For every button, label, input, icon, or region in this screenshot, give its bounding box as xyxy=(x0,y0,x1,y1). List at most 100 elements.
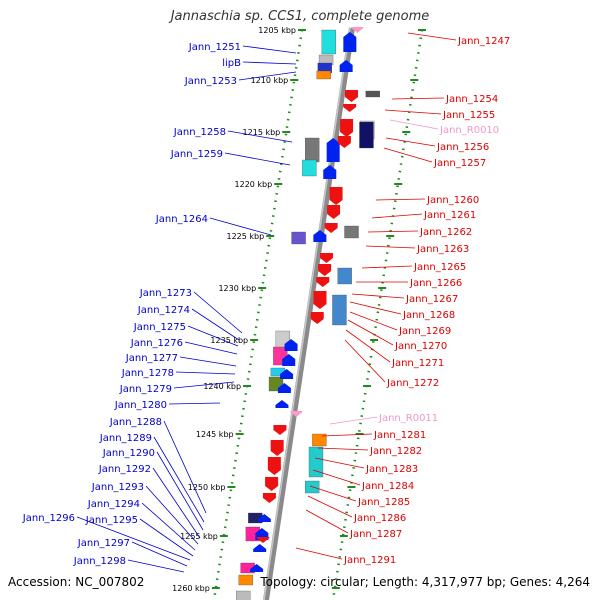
leader-line xyxy=(385,137,436,147)
gene-label-right: Jann_1256 xyxy=(436,142,489,153)
forward-gene-arrow xyxy=(275,400,289,408)
leader-line xyxy=(383,147,433,163)
left-track-guide xyxy=(212,29,304,600)
leader-line xyxy=(242,45,297,54)
reverse-gene-arrow xyxy=(262,493,276,503)
reverse-gene-arrow xyxy=(290,411,303,417)
forward-gene-arrow xyxy=(313,230,327,242)
reverse-gene-arrow xyxy=(313,291,327,309)
gene-label-right: Jann_1247 xyxy=(457,36,510,47)
leader-line xyxy=(152,467,201,539)
leader-line xyxy=(317,447,369,451)
leader-line xyxy=(187,325,239,347)
reverse-gene-arrow xyxy=(327,205,341,219)
gene-box xyxy=(236,590,251,600)
leader-line xyxy=(168,402,221,405)
right-track-guide xyxy=(331,29,424,600)
leader-line xyxy=(139,518,194,557)
gene-label-right: Jann_1263 xyxy=(416,244,469,255)
leader-line xyxy=(227,130,293,143)
forward-gene-arrow xyxy=(323,165,337,179)
kbp-label: 1225 kbp xyxy=(226,232,264,241)
forward-gene-arrow xyxy=(250,564,264,572)
gene-label-right: Jann_1281 xyxy=(373,430,426,441)
leader-line xyxy=(153,436,205,523)
kbp-label: 1220 kbp xyxy=(235,180,273,189)
leader-line xyxy=(173,381,235,389)
kbp-label: 1215 kbp xyxy=(243,128,281,137)
leader-line xyxy=(242,61,297,65)
gene-label-right: Jann_1265 xyxy=(413,262,466,273)
gene-label-right: Jann_1271 xyxy=(391,358,444,369)
reverse-gene-arrow xyxy=(273,425,287,435)
leader-line xyxy=(145,485,199,545)
accession-text: Accession: NC_007802 xyxy=(8,575,145,589)
leader-line xyxy=(209,217,272,236)
kbp-label: 1235 kbp xyxy=(210,336,248,345)
forward-gene-arrow xyxy=(277,383,291,393)
leader-line xyxy=(295,547,343,560)
reverse-gene-arrow xyxy=(318,264,332,276)
leader-line xyxy=(184,341,238,355)
gene-label-left: Jann_1289 xyxy=(99,433,152,444)
leader-line xyxy=(345,329,391,363)
leader-line xyxy=(131,541,188,567)
reverse-gene-arrow xyxy=(270,440,284,456)
leader-line xyxy=(238,71,297,81)
gene-box xyxy=(305,137,320,163)
kbp-label: 1210 kbp xyxy=(251,76,289,85)
leader-line xyxy=(407,32,457,41)
forward-gene-arrow xyxy=(280,369,294,379)
kbp-label: 1260 kbp xyxy=(172,584,210,593)
gene-label-left: Jann_1296 xyxy=(22,513,75,524)
leader-line xyxy=(367,230,419,233)
gene-label-right: Jann_1262 xyxy=(419,227,472,238)
leader-line xyxy=(309,485,357,502)
gene-label-right: Jann_1260 xyxy=(426,195,479,206)
reverse-gene-arrow xyxy=(343,104,357,112)
gene-label-left: Jann_1274 xyxy=(137,305,190,316)
leader-line xyxy=(349,311,398,331)
gene-box xyxy=(238,574,253,586)
gene-label-left: Jann_1295 xyxy=(85,515,138,526)
reverse-gene-arrow xyxy=(310,312,324,324)
rna-label-right: Jann_R0010 xyxy=(439,125,499,136)
forward-gene-arrow xyxy=(343,32,357,52)
gene-label-right: Jann_1282 xyxy=(369,446,422,457)
gene-label-right: Jann_1269 xyxy=(398,326,451,337)
gene-box xyxy=(312,433,327,447)
gene-label-left: Jann_1273 xyxy=(139,288,192,299)
gene-label-right: Jann_1283 xyxy=(365,464,418,475)
gene-box xyxy=(308,446,324,478)
reverse-gene-arrow xyxy=(345,90,359,102)
gene-label-right: Jann_1255 xyxy=(442,110,495,121)
leader-line xyxy=(305,509,349,534)
gene-label-left: Jann_1279 xyxy=(119,384,172,395)
leader-line xyxy=(312,469,361,486)
gene-label-left: Jann_1258 xyxy=(173,127,226,138)
gene-label-right: Jann_1270 xyxy=(394,341,447,352)
forward-gene-arrow xyxy=(326,138,340,162)
forward-gene-arrow xyxy=(257,514,271,522)
kbp-ticks xyxy=(211,29,426,589)
gene-label-left: Jann_1280 xyxy=(114,400,167,411)
leader-line xyxy=(361,265,413,269)
gene-label-right: Jann_1254 xyxy=(445,94,498,105)
genome-backbone-highlight xyxy=(263,27,351,600)
gene-box xyxy=(365,90,380,98)
gene-label-left: lipB xyxy=(222,58,241,69)
gene-box xyxy=(344,225,359,239)
leader-line xyxy=(321,433,373,437)
gene-label-right: Jann_1286 xyxy=(353,513,406,524)
gene-label-left: Jann_1298 xyxy=(73,556,126,567)
gene-label-right: Jann_1291 xyxy=(343,555,396,566)
gene-label-left: Jann_1290 xyxy=(102,448,155,459)
leader-line xyxy=(76,516,191,561)
kbp-label: 1205 kbp xyxy=(258,26,296,35)
leader-line xyxy=(349,301,402,315)
leader-line xyxy=(163,420,207,514)
leader-line xyxy=(141,502,196,551)
leader-line xyxy=(179,356,237,367)
gene-label-right: Jann_1287 xyxy=(349,529,402,540)
